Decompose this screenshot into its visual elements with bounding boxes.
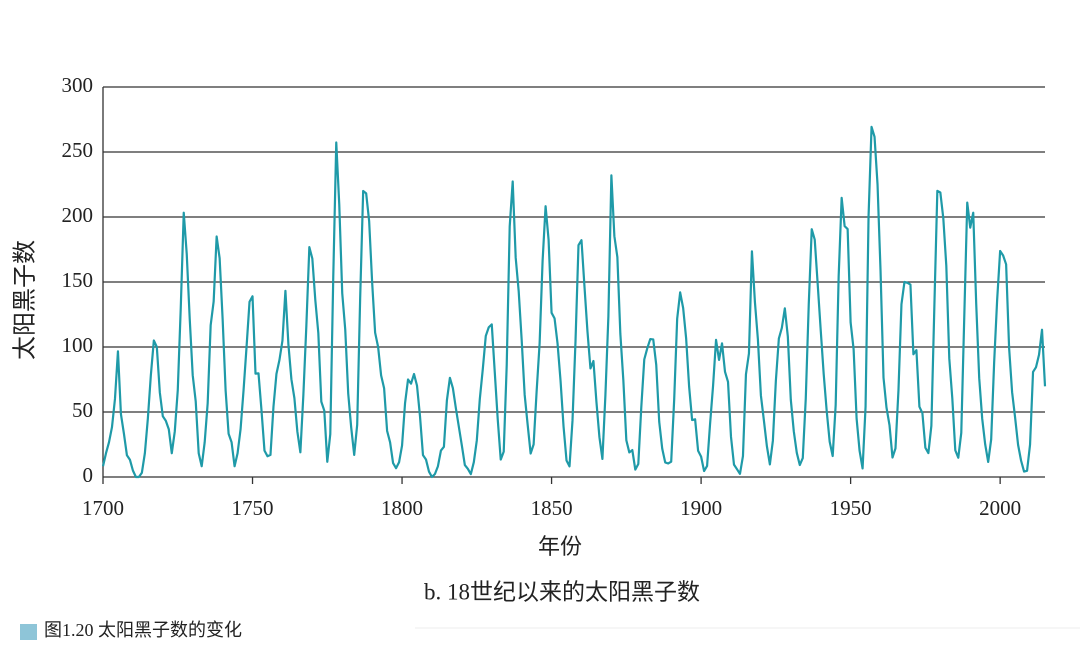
x-tick-label: 1800 — [381, 496, 423, 520]
y-axis-label: 太阳黑子数 — [12, 240, 39, 360]
x-tick-label: 1950 — [830, 496, 872, 520]
y-tick-label: 250 — [62, 138, 94, 162]
x-tick-label: 1750 — [232, 496, 274, 520]
y-tick-label: 300 — [62, 73, 94, 97]
x-axis-label: 年份 — [538, 534, 582, 559]
y-tick-label: 150 — [62, 268, 94, 292]
x-tick-label: 1700 — [82, 496, 124, 520]
x-tick-label: 2000 — [979, 496, 1021, 520]
data-line — [101, 125, 1047, 479]
x-tick-label: 1850 — [531, 496, 573, 520]
caption: 图1.20 太阳黑子数的变化 — [44, 620, 242, 640]
y-tick-label: 200 — [62, 203, 94, 227]
caption-icon — [20, 624, 37, 640]
y-tick-label: 100 — [62, 333, 94, 357]
y-tick-label: 50 — [72, 398, 93, 422]
x-tick-label: 1900 — [680, 496, 722, 520]
y-tick-label: 0 — [83, 463, 94, 487]
chart-title: b. 18世纪以来的太阳黑子数 — [424, 579, 700, 604]
